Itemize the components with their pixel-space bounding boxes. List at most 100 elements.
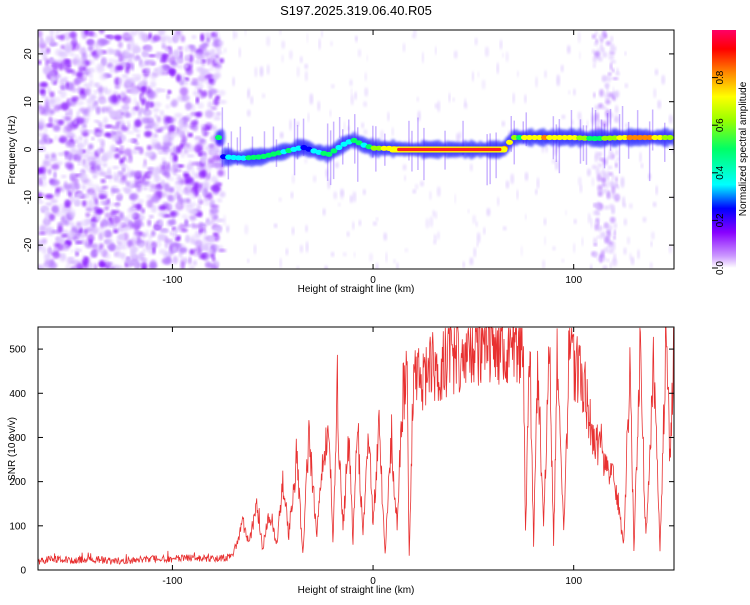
signal-streak — [338, 117, 341, 138]
noise-blob — [524, 171, 529, 181]
noise-blob — [542, 259, 546, 269]
noise-blob — [188, 256, 192, 265]
noise-blob — [67, 231, 75, 238]
signal-core — [611, 135, 619, 141]
noise-blob — [76, 71, 84, 78]
noise-blob — [55, 186, 63, 193]
noise-blob — [152, 246, 156, 255]
noise-blob — [597, 257, 602, 262]
noise-blob — [180, 228, 188, 233]
noise-blob — [207, 248, 213, 255]
signal-core — [601, 135, 609, 141]
noise-blob — [152, 107, 160, 113]
noise-blob — [197, 102, 204, 109]
noise-blob — [199, 68, 206, 76]
noise-blob — [67, 102, 77, 107]
noise-blob — [159, 248, 166, 255]
noise-blob — [338, 202, 341, 207]
signal-streak — [417, 117, 419, 170]
noise-blob — [155, 89, 162, 94]
noise-blob — [189, 209, 198, 214]
noise-blob — [177, 46, 183, 50]
noise-blob — [86, 67, 96, 74]
noise-blob — [178, 246, 188, 254]
noise-blob — [375, 262, 379, 269]
signal-core — [516, 134, 523, 141]
noise-blob — [223, 214, 227, 227]
noise-blob — [109, 34, 114, 41]
noise-blob — [58, 62, 64, 71]
noise-blob — [61, 174, 67, 179]
noise-blob — [192, 90, 201, 97]
noise-blob — [598, 225, 602, 233]
noise-blob — [595, 30, 598, 36]
noise-blob — [79, 135, 83, 142]
noise-blob — [158, 205, 167, 211]
noise-blob — [60, 44, 66, 50]
noise-blob — [53, 105, 61, 112]
noise-blob — [186, 190, 192, 197]
noise-blob — [454, 193, 457, 204]
noise-blob — [153, 102, 162, 107]
noise-blob — [119, 211, 124, 219]
noise-blob — [623, 202, 627, 208]
noise-blob — [93, 53, 99, 61]
noise-blob — [120, 234, 124, 239]
noise-blob — [204, 261, 211, 268]
noise-blob — [142, 163, 147, 168]
signal-streak — [525, 112, 527, 147]
signal-core — [546, 134, 554, 141]
noise-blob — [101, 218, 109, 228]
y-tick-label: 20 — [23, 48, 34, 60]
noise-blob — [113, 264, 118, 269]
noise-blob — [184, 220, 189, 225]
noise-blob — [417, 110, 421, 122]
noise-blob — [624, 51, 627, 56]
noise-blob — [604, 223, 609, 227]
noise-blob — [178, 223, 186, 230]
noise-blob — [281, 54, 284, 63]
noise-blob — [116, 197, 122, 202]
noise-blob — [421, 51, 424, 64]
noise-blob — [38, 231, 47, 236]
noise-blob — [592, 63, 596, 68]
noise-blob — [118, 149, 125, 155]
noise-blob — [607, 111, 614, 119]
noise-blob — [254, 66, 258, 78]
noise-blob — [196, 204, 202, 210]
noise-blob — [623, 218, 627, 226]
noise-blob — [113, 229, 119, 234]
noise-blob — [71, 87, 78, 93]
signal-core — [335, 144, 343, 151]
noise-blob — [123, 49, 131, 59]
signal-streak — [621, 106, 624, 134]
signal-core — [586, 135, 594, 141]
noise-blob — [64, 116, 72, 121]
noise-blob — [97, 85, 104, 93]
noise-blob — [112, 134, 120, 143]
noise-blob — [541, 145, 545, 154]
noise-blob — [147, 182, 155, 187]
noise-blob — [120, 112, 125, 116]
noise-blob — [113, 172, 119, 179]
noise-blob — [181, 73, 186, 78]
noise-blob — [194, 239, 203, 248]
x-tick-label: 100 — [565, 275, 582, 286]
x-tick-label: 0 — [370, 275, 376, 286]
noise-blob — [363, 188, 366, 196]
noise-blob — [170, 242, 178, 246]
noise-blob — [46, 226, 55, 236]
noise-blob — [96, 106, 101, 115]
noise-blob — [71, 187, 75, 195]
noise-blob — [109, 49, 117, 54]
noise-blob — [238, 47, 241, 58]
noise-blob — [65, 241, 72, 245]
noise-blob — [434, 46, 437, 56]
noise-blob — [545, 144, 548, 153]
noise-blob — [194, 136, 203, 140]
noise-blob — [188, 160, 192, 166]
noise-blob — [205, 33, 211, 38]
noise-blob — [603, 247, 609, 253]
noise-blob — [136, 133, 141, 139]
noise-blob — [61, 245, 70, 251]
